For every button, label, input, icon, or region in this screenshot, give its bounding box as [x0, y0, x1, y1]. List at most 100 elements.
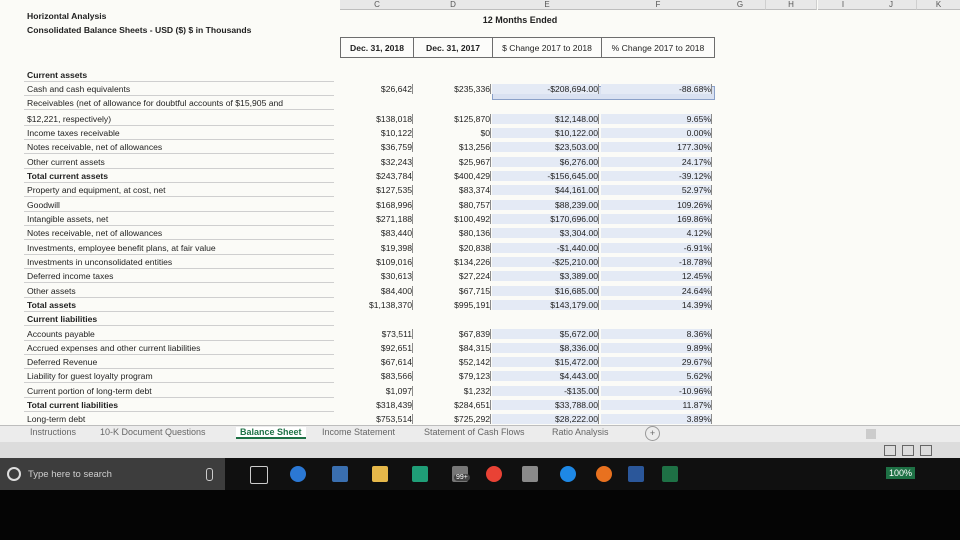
- sheet-tab[interactable]: Income Statement: [322, 427, 396, 437]
- column-header[interactable]: H: [766, 0, 817, 10]
- cell-v2017[interactable]: $13,256: [413, 142, 491, 152]
- row-label[interactable]: Investments, employee benefit plans, at …: [27, 243, 216, 253]
- row-label[interactable]: Deferred Revenue: [27, 357, 98, 367]
- task-view-icon[interactable]: [250, 466, 268, 484]
- row-label[interactable]: Deferred income taxes: [27, 271, 114, 281]
- cell-pct[interactable]: -18.78%: [601, 257, 712, 267]
- cell-v2018[interactable]: $84,400: [340, 286, 413, 296]
- sheet-tab[interactable]: Instructions: [30, 427, 77, 437]
- mail-icon[interactable]: 99+: [452, 466, 470, 482]
- row-label[interactable]: Income taxes receivable: [27, 128, 120, 138]
- cell-pct[interactable]: 5.62%: [601, 371, 712, 381]
- row-label[interactable]: Current liabilities: [27, 314, 98, 324]
- cell-v2017[interactable]: $0: [413, 128, 491, 138]
- cell-v2018[interactable]: $67,614: [340, 357, 413, 367]
- row-label[interactable]: Other current assets: [27, 157, 105, 167]
- cell-pct[interactable]: 109.26%: [601, 200, 712, 210]
- cell-v2017[interactable]: $80,136: [413, 228, 491, 238]
- cell-v2017[interactable]: $125,870: [413, 114, 491, 124]
- cell-pct[interactable]: 14.39%: [601, 300, 712, 310]
- cell-pct[interactable]: 9.65%: [601, 114, 712, 124]
- cell-v2018[interactable]: $138,018: [340, 114, 413, 124]
- cell-v2018[interactable]: $271,188: [340, 214, 413, 224]
- cell-v2018[interactable]: $1,097: [340, 386, 413, 396]
- page-break-icon[interactable]: [920, 445, 932, 456]
- row-label[interactable]: Property and equipment, at cost, net: [27, 185, 166, 195]
- row-label[interactable]: Other assets: [27, 286, 76, 296]
- app-l-icon[interactable]: [412, 466, 428, 482]
- cell-pct[interactable]: -10.96%: [601, 386, 712, 396]
- cell-change[interactable]: $15,472.00: [492, 357, 599, 367]
- row-label[interactable]: Total current assets: [27, 171, 109, 181]
- cell-v2017[interactable]: $235,336: [413, 84, 491, 94]
- word-icon[interactable]: [628, 466, 644, 482]
- sheet-tab[interactable]: Balance Sheet: [236, 427, 306, 439]
- header-cell-pct[interactable]: [601, 37, 715, 58]
- row-label[interactable]: Goodwill: [27, 200, 60, 210]
- cell-v2017[interactable]: $1,232: [413, 386, 491, 396]
- cell-v2018[interactable]: $73,511: [340, 329, 413, 339]
- cell-v2018[interactable]: $1,138,370: [340, 300, 413, 310]
- cell-pct[interactable]: 9.89%: [601, 343, 712, 353]
- cell-change[interactable]: $33,788.00: [492, 400, 599, 410]
- row-label[interactable]: Receivables (net of allowance for doubtf…: [27, 98, 284, 108]
- file-explorer-icon[interactable]: [332, 466, 348, 482]
- row-label[interactable]: Liability for guest loyalty program: [27, 371, 153, 381]
- row-label[interactable]: Intangible assets, net: [27, 214, 109, 224]
- cell-change[interactable]: $4,443.00: [492, 371, 599, 381]
- cell-v2018[interactable]: $168,996: [340, 200, 413, 210]
- column-header[interactable]: E: [492, 0, 603, 10]
- cell-change[interactable]: $28,222.00: [492, 414, 599, 424]
- cell-pct[interactable]: 52.97%: [601, 185, 712, 195]
- cell-v2017[interactable]: $100,492: [413, 214, 491, 224]
- cell-change[interactable]: $16,685.00: [492, 286, 599, 296]
- cell-v2018[interactable]: $318,439: [340, 400, 413, 410]
- cell-pct[interactable]: 0.00%: [601, 128, 712, 138]
- normal-view-icon[interactable]: [884, 445, 896, 456]
- cell-v2017[interactable]: $725,292: [413, 414, 491, 424]
- chrome-icon[interactable]: [486, 466, 502, 482]
- cell-pct[interactable]: 12.45%: [601, 271, 712, 281]
- cell-v2017[interactable]: $67,839: [413, 329, 491, 339]
- row-label[interactable]: Accrued expenses and other current liabi…: [27, 343, 201, 353]
- cell-v2018[interactable]: $19,398: [340, 243, 413, 253]
- sheet-tab[interactable]: Statement of Cash Flows: [424, 427, 525, 437]
- cell-pct[interactable]: 169.86%: [601, 214, 712, 224]
- checkmark-app-icon[interactable]: [522, 466, 538, 482]
- cell-v2017[interactable]: $25,967: [413, 157, 491, 167]
- cell-change[interactable]: -$135.00: [492, 386, 599, 396]
- cell-pct[interactable]: -88.68%: [601, 84, 712, 94]
- cell-pct[interactable]: 8.36%: [601, 329, 712, 339]
- cell-v2017[interactable]: $27,224: [413, 271, 491, 281]
- cell-change[interactable]: $44,161.00: [492, 185, 599, 195]
- cell-v2017[interactable]: $995,191: [413, 300, 491, 310]
- column-header[interactable]: J: [866, 0, 917, 10]
- cell-change[interactable]: $3,389.00: [492, 271, 599, 281]
- sheet-tab[interactable]: 10-K Document Questions: [100, 427, 206, 437]
- row-label[interactable]: Total assets: [27, 300, 77, 310]
- search-box[interactable]: Type here to search: [0, 458, 225, 490]
- cell-v2018[interactable]: $109,016: [340, 257, 413, 267]
- column-header[interactable]: G: [715, 0, 766, 10]
- cell-v2017[interactable]: $84,315: [413, 343, 491, 353]
- cell-change[interactable]: $143,179.00: [492, 300, 599, 310]
- row-label[interactable]: Current assets: [27, 70, 88, 80]
- cell-v2018[interactable]: $127,535: [340, 185, 413, 195]
- cell-pct[interactable]: -6.91%: [601, 243, 712, 253]
- microphone-icon[interactable]: [206, 468, 213, 481]
- column-header[interactable]: D: [413, 0, 494, 10]
- zoom-level[interactable]: 100%: [886, 467, 916, 479]
- cell-v2018[interactable]: $30,613: [340, 271, 413, 281]
- row-label[interactable]: Accounts payable: [27, 329, 95, 339]
- cell-pct[interactable]: 3.89%: [601, 414, 712, 424]
- row-label[interactable]: Investments in unconsolidated entities: [27, 257, 173, 267]
- internet-explorer-icon[interactable]: [560, 466, 576, 482]
- cell-pct[interactable]: 24.64%: [601, 286, 712, 296]
- cell-v2018[interactable]: $243,784: [340, 171, 413, 181]
- cell-change[interactable]: -$156,645.00: [492, 171, 599, 181]
- cell-pct[interactable]: -39.12%: [601, 171, 712, 181]
- cell-change[interactable]: $5,672.00: [492, 329, 599, 339]
- column-header[interactable]: F: [601, 0, 716, 10]
- cell-v2018[interactable]: $753,514: [340, 414, 413, 424]
